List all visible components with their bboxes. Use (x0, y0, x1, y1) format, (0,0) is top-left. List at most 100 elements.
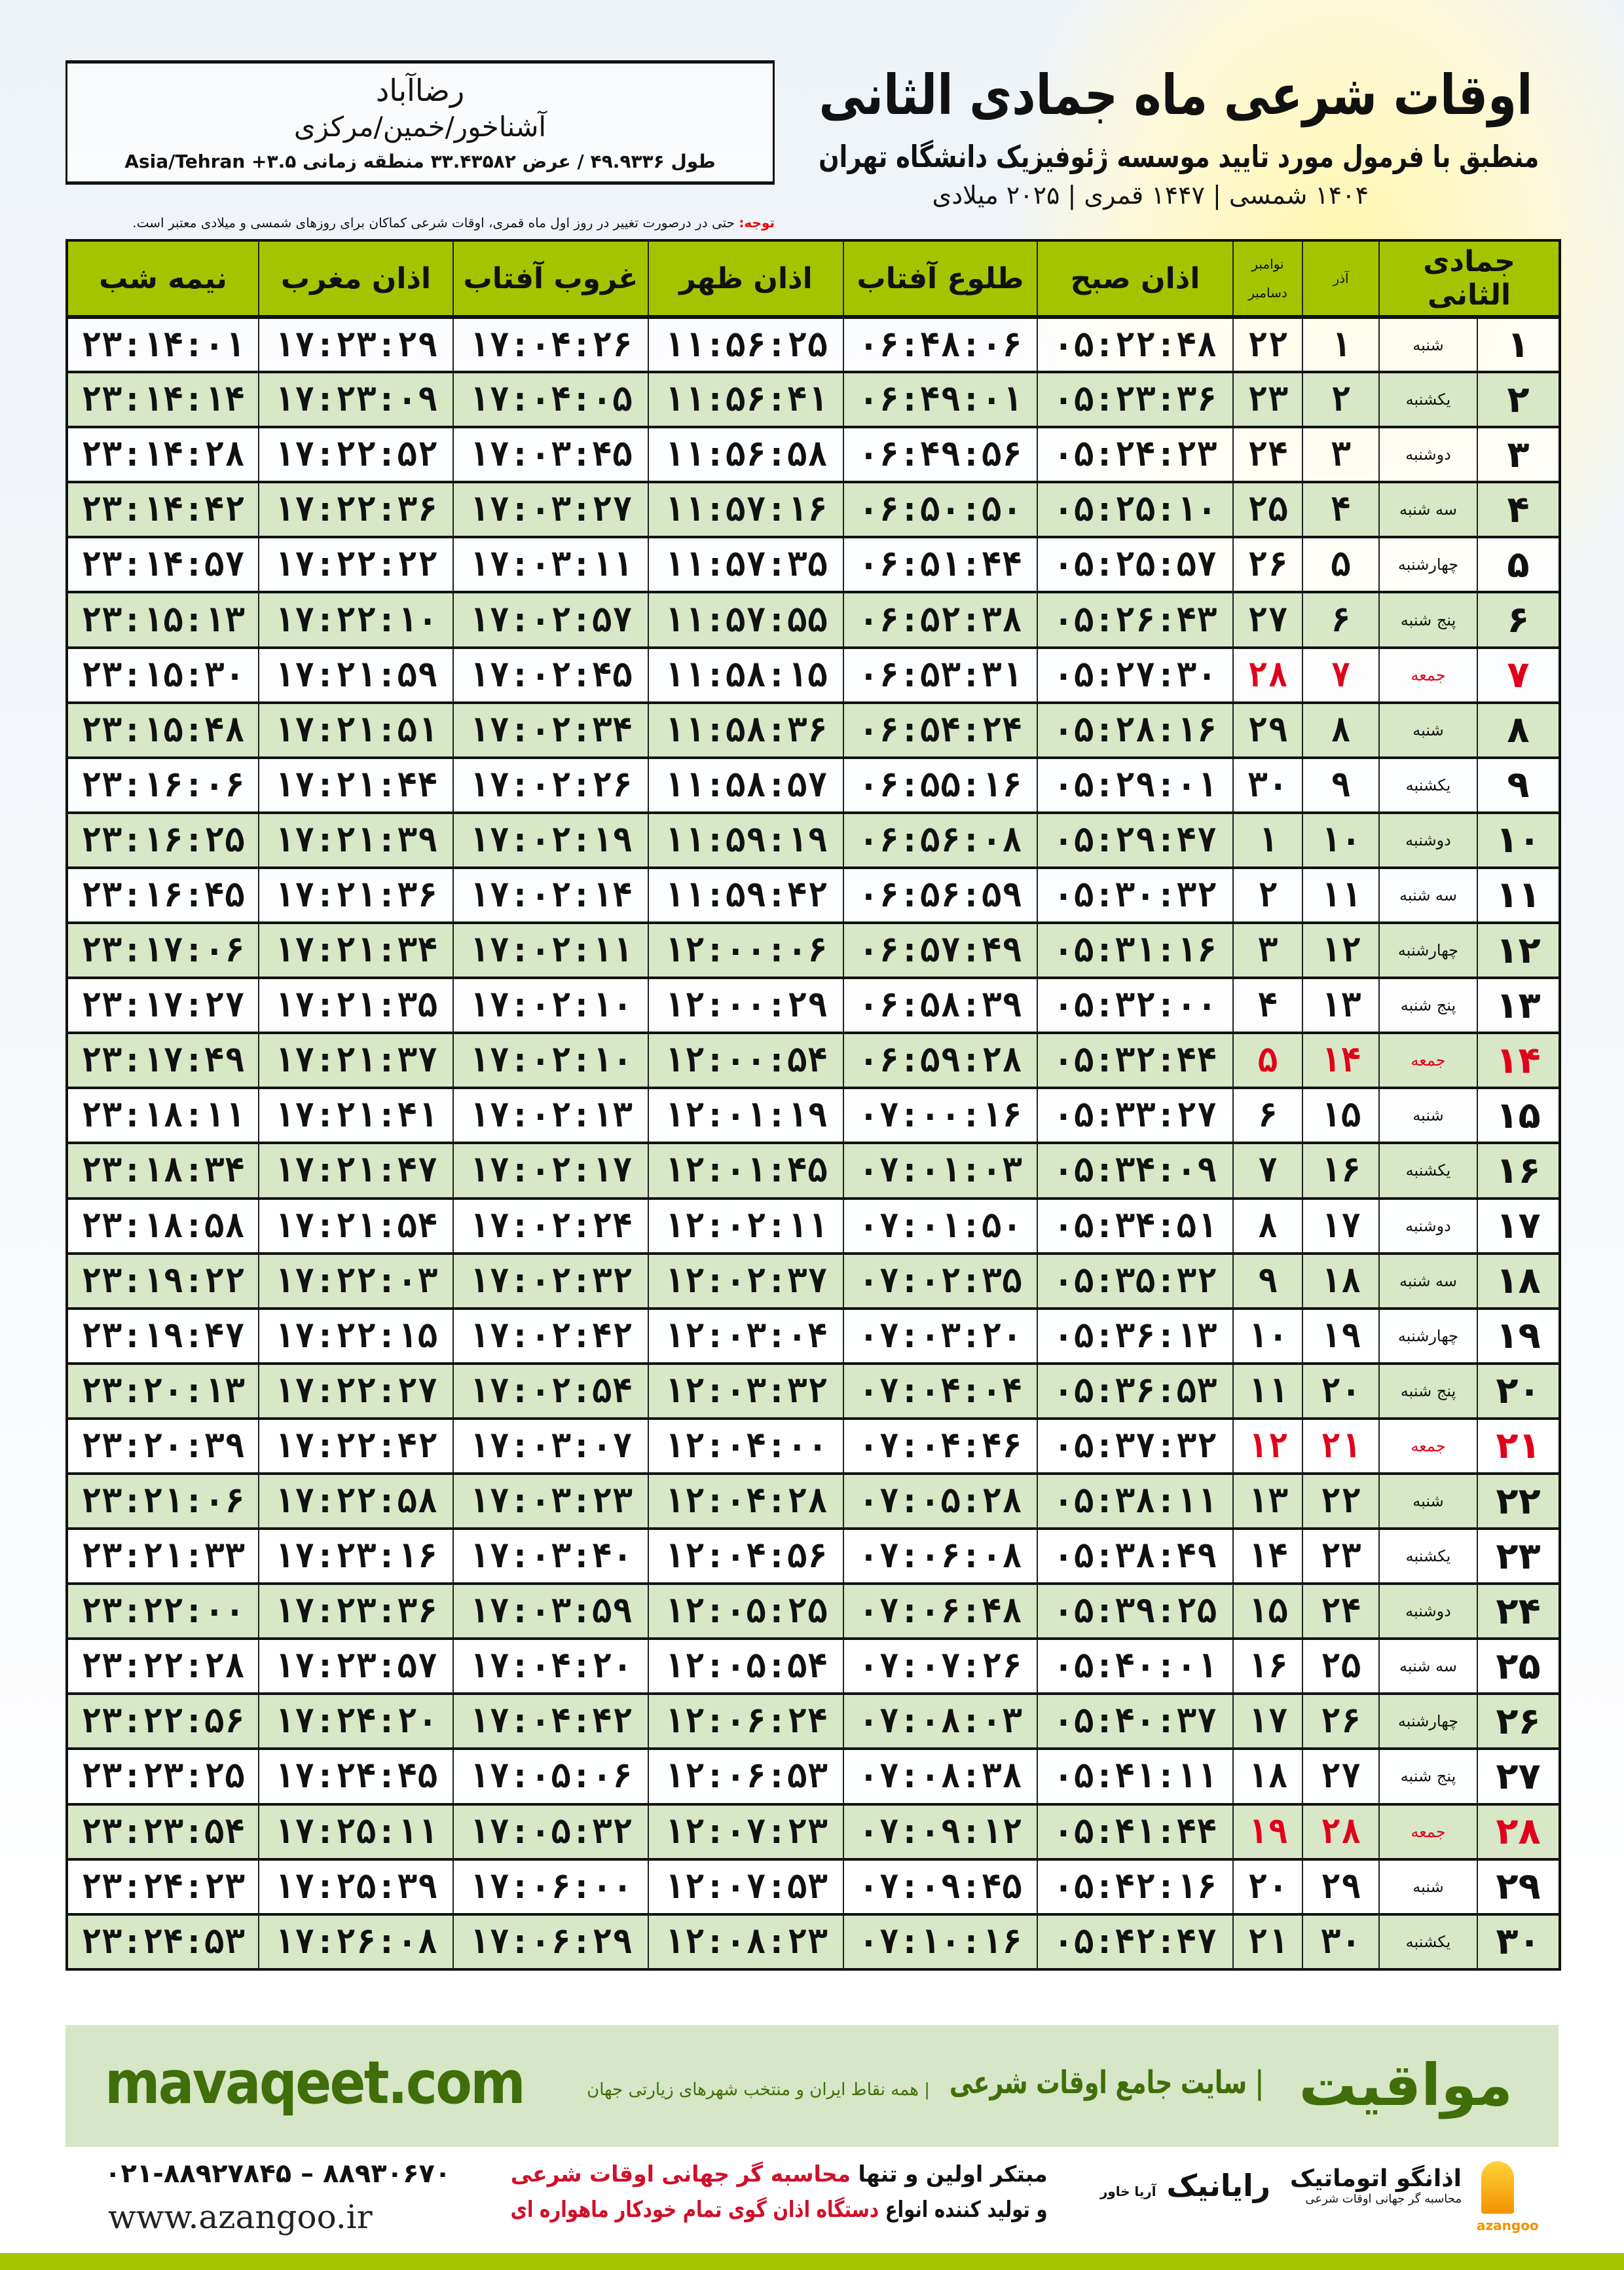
cell-zohr: ۱۲:۰۴:۲۸ (648, 1472, 844, 1531)
cell-tolu: ۰۷:۰۲:۳۵ (843, 1252, 1038, 1310)
mavaqeet-url[interactable]: mavaqeet.com (105, 2049, 526, 2117)
cell-maghrib: ۱۷:۲۳:۱۶ (258, 1528, 454, 1586)
azangoo-en: azangoo (1477, 2218, 1539, 2233)
page-subtitle: منطبق با فرمول مورد تایید موسسه ژئوفیزیک… (818, 139, 1539, 174)
table-row: ۲۲ شنبه ۲۲ ۱۳ ۰۵:۳۸:۱۱ ۰۷:۰۵:۲۸ ۱۲:۰۴:۲۸ ۱۷:۰۳:… (66, 1472, 1561, 1531)
azangoo-sub: محاسبه گر جهانی اوقات شرعی (1305, 2192, 1462, 2206)
cell-nimeh: ۲۳:۲۳:۵۴ (66, 1803, 259, 1861)
cell-greg: ۲۶ (1232, 536, 1303, 594)
cell-day: ۸ (1477, 701, 1561, 759)
cell-greg: ۲۸ (1232, 646, 1303, 704)
cell-day: ۱۹ (1477, 1307, 1561, 1365)
table-header: جمادی الثانی آذر نوامبر دسامبر اذان صبح ط… (66, 240, 1561, 319)
cell-nimeh: ۲۳:۲۳:۲۵ (66, 1748, 259, 1806)
cell-ghoroob: ۱۷:۰۵:۳۲ (452, 1803, 649, 1861)
cell-nimeh: ۲۳:۲۴:۲۳ (66, 1858, 259, 1916)
cell-sobh: ۰۵:۲۹:۰۱ (1037, 756, 1234, 814)
cell-azar: ۵ (1302, 536, 1380, 594)
cell-zohr: ۱۲:۰۱:۱۹ (648, 1087, 844, 1145)
cell-tolu: ۰۷:۰۱:۰۳ (843, 1142, 1038, 1200)
table-row: ۱۴ جمعه ۱۴ ۵ ۰۵:۳۲:۴۴ ۰۶:۵۹:۲۸ ۱۲:۰۰:۵۴ ۱۷:۰۲:۱… (66, 1032, 1561, 1090)
cell-wd: دوشنبه (1378, 426, 1479, 484)
cell-nimeh: ۲۳:۱۷:۰۶ (66, 922, 259, 980)
col-sobh: اذان صبح (1037, 240, 1234, 319)
cell-greg: ۶ (1232, 1087, 1303, 1145)
cell-nimeh: ۲۳:۱۸:۵۸ (66, 1197, 259, 1255)
cell-wd: چهارشنبه (1378, 922, 1479, 980)
cell-maghrib: ۱۷:۲۲:۵۸ (258, 1472, 454, 1531)
cell-wd: شنبه (1378, 1858, 1479, 1916)
cell-maghrib: ۱۷:۲۴:۲۰ (258, 1693, 454, 1751)
table-row: ۲ یکشنبه ۲ ۲۳ ۰۵:۲۳:۳۶ ۰۶:۴۹:۰۱ ۱۱:۵۶:۴۱ ۱۷:۰۴:… (66, 371, 1561, 429)
cell-sobh: ۰۵:۴۱:۱۱ (1037, 1748, 1234, 1806)
cell-azar: ۶ (1302, 591, 1380, 649)
cell-sobh: ۰۵:۳۵:۳۲ (1037, 1252, 1234, 1310)
cell-maghrib: ۱۷:۲۱:۴۷ (258, 1142, 454, 1200)
rayanik-sub: آریا خاور (1100, 2184, 1156, 2199)
cell-day: ۲۳ (1477, 1528, 1561, 1586)
cell-sobh: ۰۵:۲۸:۱۶ (1037, 701, 1234, 759)
cell-wd: چهارشنبه (1378, 1693, 1479, 1751)
cell-zohr: ۱۲:۰۵:۵۴ (648, 1638, 844, 1696)
col-maghrib: اذان مغرب (258, 240, 454, 319)
cell-maghrib: ۱۷:۲۲:۳۶ (258, 481, 454, 539)
cell-day: ۳۰ (1477, 1913, 1561, 1971)
cell-day: ۶ (1477, 591, 1561, 649)
cell-azar: ۳ (1302, 426, 1380, 484)
mavaqeet-banner: مواقیت | سایت جامع اوقات شرعی | همه نقاط… (65, 2025, 1559, 2147)
cell-zohr: ۱۲:۰۱:۴۵ (648, 1142, 844, 1200)
cell-sobh: ۰۵:۳۴:۵۱ (1037, 1197, 1234, 1255)
cell-day: ۲۴ (1477, 1583, 1561, 1641)
cell-ghoroob: ۱۷:۰۲:۱۱ (452, 922, 649, 980)
cell-azar: ۱۰ (1302, 811, 1380, 869)
cell-sobh: ۰۵:۴۲:۱۶ (1037, 1858, 1234, 1916)
cell-zohr: ۱۲:۰۲:۳۷ (648, 1252, 844, 1310)
cell-sobh: ۰۵:۲۳:۳۶ (1037, 371, 1234, 429)
cell-day: ۱۷ (1477, 1197, 1561, 1255)
cell-tolu: ۰۷:۰۸:۰۳ (843, 1693, 1038, 1751)
cell-azar: ۸ (1302, 701, 1380, 759)
cell-azar: ۳۰ (1302, 1913, 1380, 1971)
cell-greg: ۹ (1232, 1252, 1303, 1310)
rayanik-logo: رایانیک آریا خاور (1100, 2168, 1270, 2203)
cell-tolu: ۰۷:۰۷:۲۶ (843, 1638, 1038, 1696)
cell-zohr: ۱۲:۰۰:۵۴ (648, 1032, 844, 1090)
cell-nimeh: ۲۳:۱۶:۰۶ (66, 756, 259, 814)
cell-zohr: ۱۱:۵۶:۴۱ (648, 371, 844, 429)
col-month: جمادی الثانی (1378, 240, 1561, 319)
cell-sobh: ۰۵:۳۷:۳۲ (1037, 1417, 1234, 1475)
cell-zohr: ۱۲:۰۰:۲۹ (648, 977, 844, 1035)
cell-nimeh: ۲۳:۱۶:۲۵ (66, 811, 259, 869)
table-row: ۱۶ یکشنبه ۱۶ ۷ ۰۵:۳۴:۰۹ ۰۷:۰۱:۰۳ ۱۲:۰۱:۴۵ ۱۷:۰۲… (66, 1142, 1561, 1200)
cell-zohr: ۱۲:۰۵:۲۵ (648, 1583, 844, 1641)
cell-ghoroob: ۱۷:۰۲:۳۴ (452, 701, 649, 759)
cell-azar: ۲۸ (1302, 1803, 1380, 1861)
cell-ghoroob: ۱۷:۰۲:۴۵ (452, 646, 649, 704)
azangoo-logo: اذانگو اتوماتیک محاسبه گر جهانی اوقات شرع… (1290, 2165, 1462, 2206)
cell-tolu: ۰۷:۰۹:۱۲ (843, 1803, 1038, 1861)
cell-maghrib: ۱۷:۲۱:۳۹ (258, 811, 454, 869)
cell-sobh: ۰۵:۲۴:۲۳ (1037, 426, 1234, 484)
cell-nimeh: ۲۳:۱۶:۴۵ (66, 866, 259, 925)
footer-website[interactable]: www.azangoo.ir (108, 2198, 373, 2236)
cell-ghoroob: ۱۷:۰۲:۱۰ (452, 977, 649, 1035)
cell-wd: دوشنبه (1378, 1583, 1479, 1641)
mavaqeet-logo: مواقیت (1299, 2051, 1513, 2119)
promo-text: و تولید کننده انواع (879, 2197, 1048, 2223)
table-row: ۱۹ چهارشنبه ۱۹ ۱۰ ۰۵:۳۶:۱۳ ۰۷:۰۳:۲۰ ۱۲:۰۳:۰۴ ۱۷… (66, 1307, 1561, 1365)
cell-zohr: ۱۱:۵۹:۱۹ (648, 811, 844, 869)
cell-greg: ۱۳ (1232, 1472, 1303, 1531)
cell-zohr: ۱۱:۵۶:۲۵ (648, 316, 844, 374)
cell-azar: ۹ (1302, 756, 1380, 814)
cell-azar: ۱۸ (1302, 1252, 1380, 1310)
col-nov-dec: نوامبر دسامبر (1232, 240, 1303, 319)
cell-wd: چهارشنبه (1378, 1307, 1479, 1365)
cell-zohr: ۱۲:۰۶:۵۳ (648, 1748, 844, 1806)
cell-wd: شنبه (1378, 1087, 1479, 1145)
cell-ghoroob: ۱۷:۰۲:۱۳ (452, 1087, 649, 1145)
cell-azar: ۱ (1302, 316, 1380, 374)
cell-zohr: ۱۱:۵۶:۵۸ (648, 426, 844, 484)
cell-greg: ۱۴ (1232, 1528, 1303, 1586)
cell-zohr: ۱۱:۵۸:۳۶ (648, 701, 844, 759)
cell-day: ۱ (1477, 316, 1561, 374)
